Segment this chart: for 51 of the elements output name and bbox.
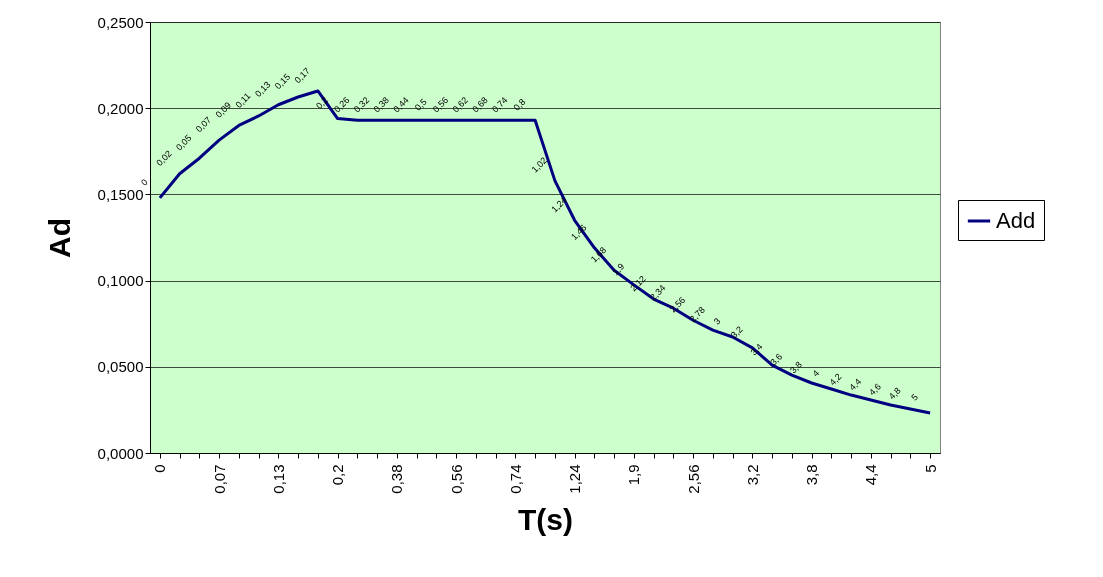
annotation: 0,8: [511, 96, 528, 113]
y-tick-label: 0,0500: [97, 358, 144, 376]
x-tick-label: 0,07: [210, 464, 228, 494]
y-axis-title: Ad: [42, 218, 76, 258]
x-tick-label: 3,2: [743, 464, 761, 486]
annotation: 0,2: [314, 95, 331, 111]
annotation: 4: [810, 368, 822, 379]
annotation: 0,74: [490, 94, 510, 115]
annotation: 3,4: [748, 341, 765, 358]
x-tick-label: 0,2: [329, 464, 347, 486]
y-tick-label: 0,0000: [97, 444, 144, 462]
x-tick-label: 5: [921, 464, 939, 473]
y-tick-label: 0,2000: [97, 99, 144, 117]
annotation: 0,56: [430, 94, 451, 115]
x-tick-label: 1,24: [566, 464, 584, 494]
text: 0: [139, 176, 150, 188]
x-tick-label: 0,38: [388, 464, 406, 494]
x-tick-label: 4,4: [862, 464, 880, 486]
annotation: 3,8: [788, 359, 805, 376]
x-tick-label: 2,56: [684, 464, 702, 494]
annotation: 0,62: [450, 94, 471, 115]
y-tick-label: 0,1500: [97, 185, 144, 203]
x-tick-label: 0,74: [506, 464, 524, 494]
annotation: 0,44: [391, 94, 411, 115]
annotation: 1,9: [610, 261, 627, 278]
annotation: 0,11: [233, 90, 253, 110]
y-tick-label: 0,1000: [97, 272, 144, 290]
x-tick-label: 0,56: [447, 464, 465, 494]
annotation: 5: [909, 392, 920, 403]
annotation: 0,68: [470, 94, 490, 115]
x-tick-label: 0,13: [269, 464, 287, 494]
annotation: 3,6: [768, 351, 785, 368]
annotation: 0,26: [332, 94, 352, 115]
annotation: 3,2: [728, 324, 745, 341]
x-tick-label: 0: [151, 464, 169, 473]
annotation: 0,5: [412, 96, 429, 113]
x-axis-title: T(s): [518, 502, 573, 536]
annotation: 4,8: [886, 385, 903, 402]
y-tick-label: 0,2500: [97, 13, 144, 31]
x-tick-label: 3,8: [803, 464, 821, 486]
annotation: 0,38: [371, 94, 392, 115]
annotation: 0,09: [213, 100, 234, 120]
annotation: 4,6: [867, 381, 884, 398]
annotation: 1,68: [588, 244, 609, 265]
annotation: 3: [711, 316, 723, 327]
annotation: 0,32: [351, 94, 372, 115]
x-tick-label: 1,9: [625, 464, 643, 486]
annotation: 4,4: [847, 376, 864, 393]
annotation: 0,13: [253, 79, 273, 99]
annotation: 4,2: [827, 371, 844, 388]
legend-label: Add: [996, 208, 1036, 233]
